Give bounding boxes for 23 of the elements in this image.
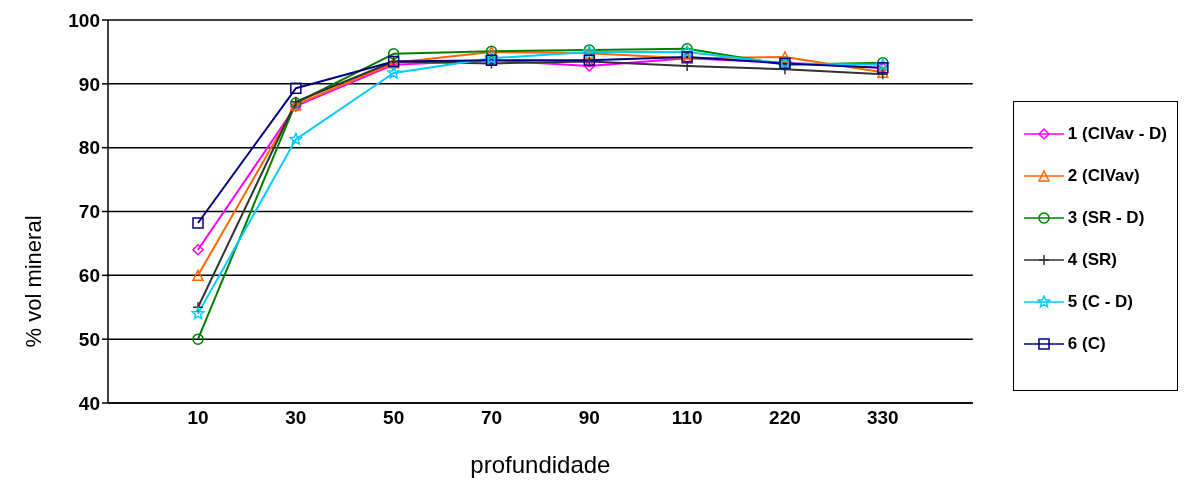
- legend-label: 6 (C): [1067, 333, 1106, 354]
- x-tick-label: 330: [866, 407, 899, 429]
- x-axis-title: profundidade: [470, 451, 611, 478]
- legend-label: 2 (CIVav): [1067, 165, 1140, 186]
- legend-label: 1 (CIVav - D): [1067, 123, 1167, 144]
- y-tick-label: 90: [78, 73, 100, 95]
- y-tick-label: 40: [78, 392, 100, 414]
- y-tick-label: 60: [78, 265, 100, 287]
- legend-label: 5 (C - D): [1067, 291, 1133, 312]
- y-tick-label: 70: [78, 201, 100, 223]
- legend-label: 4 (SR): [1067, 249, 1117, 270]
- y-tick-label: 100: [68, 9, 100, 31]
- x-tick-label: 10: [187, 407, 209, 429]
- y-axis-title: % vol mineral: [20, 215, 46, 348]
- y-tick-label: 50: [78, 328, 100, 350]
- x-tick-label: 30: [285, 407, 307, 429]
- x-tick-label: 90: [578, 407, 600, 429]
- x-tick-label: 220: [769, 407, 801, 429]
- legend-label: 3 (SR - D): [1067, 207, 1145, 228]
- x-tick-label: 110: [671, 407, 703, 429]
- x-tick-label: 70: [480, 407, 503, 429]
- y-tick-label: 80: [78, 137, 100, 159]
- x-tick-label: 50: [383, 407, 405, 429]
